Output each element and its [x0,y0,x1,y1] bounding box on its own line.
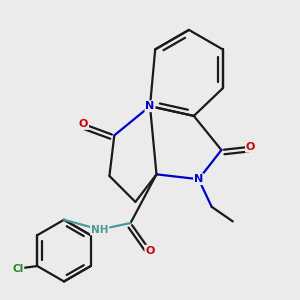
Text: O: O [79,119,88,129]
Text: O: O [145,246,155,256]
Text: N: N [194,174,203,184]
Text: NH: NH [91,224,108,235]
Text: Cl: Cl [12,264,23,274]
Text: N: N [146,101,154,111]
Text: O: O [246,142,255,152]
